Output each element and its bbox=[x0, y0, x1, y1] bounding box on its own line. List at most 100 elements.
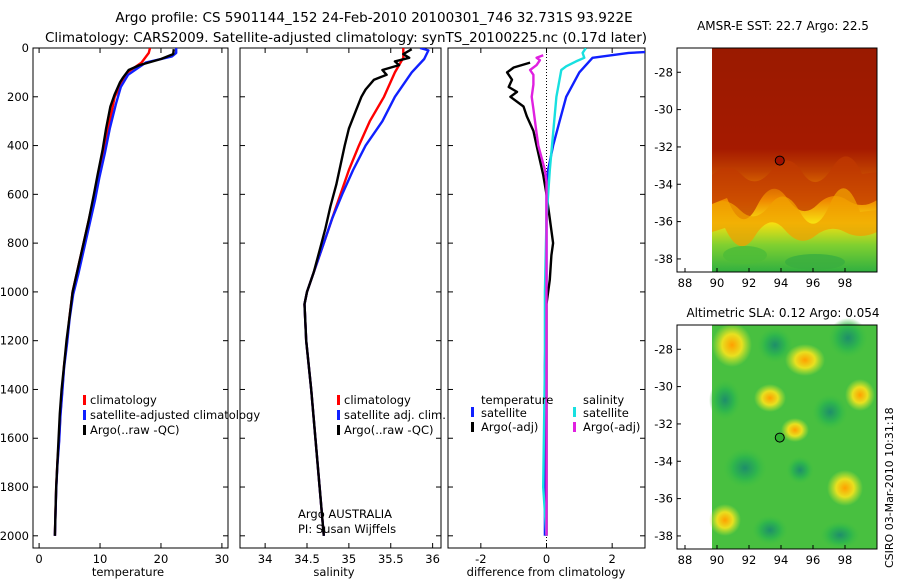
sla-anomaly-blobs bbox=[709, 318, 875, 549]
sla-high-blob bbox=[709, 504, 741, 536]
legend-header-salinity: salinity bbox=[583, 393, 624, 407]
x-tick-label: 98 bbox=[838, 276, 853, 290]
pi-label: PI: Susan Wijffels bbox=[298, 522, 396, 536]
y-tick-label: 1400 bbox=[0, 382, 29, 396]
sla-high-blob bbox=[827, 470, 863, 506]
x-tick-label: 10 bbox=[93, 552, 108, 566]
x-tick-label: 35 bbox=[342, 552, 357, 566]
series-argo bbox=[53, 49, 175, 536]
x-tick-label: 94 bbox=[774, 276, 789, 290]
x-tick-label: 35.5 bbox=[378, 552, 404, 566]
sst-map-panel: AMSR-E SST: 22.7 Argo: 22.5 88 90 92 94 96 98… bbox=[654, 19, 878, 290]
x-tick-label: 88 bbox=[678, 553, 693, 567]
y-tick-label: -34 bbox=[654, 454, 673, 468]
x-tick-label: 20 bbox=[154, 552, 169, 566]
series-satellite bbox=[303, 48, 430, 536]
salinity-ticks: 34 34.5 35 35.5 36 bbox=[240, 47, 441, 566]
sla-map-ticks: 88 90 92 94 96 98 -28 -30 -32 -34 -36 -38 bbox=[654, 342, 852, 567]
legend-swatch-temp-argo bbox=[471, 422, 474, 432]
x-tick-label: 30 bbox=[215, 552, 230, 566]
sst-front-band bbox=[712, 156, 877, 220]
legend-swatch-argo bbox=[83, 425, 86, 435]
legend-label-satellite: satellite adj. clim. bbox=[344, 408, 446, 422]
legend-label-climatology: climatology bbox=[90, 393, 157, 407]
legend-swatch-satellite bbox=[83, 410, 86, 420]
argo-position-marker bbox=[774, 432, 785, 443]
legend-swatch-satellite bbox=[337, 410, 340, 420]
y-tick-label: 1600 bbox=[0, 431, 29, 445]
argo-program-label: Argo AUSTRALIA bbox=[298, 507, 392, 521]
temperature-xlabel: temperature bbox=[92, 565, 164, 579]
figure-title-line1: Argo profile: CS 5901144_152 24-Feb-2010… bbox=[115, 10, 632, 26]
y-tick-label: -32 bbox=[654, 140, 673, 154]
salinity-panel: 34 34.5 35 35.5 36 salinity climatology sate… bbox=[239, 47, 446, 579]
sla-map-frame bbox=[676, 324, 878, 550]
series-climatology bbox=[303, 48, 405, 536]
y-tick-label: 1800 bbox=[0, 480, 29, 494]
temperature-series bbox=[53, 48, 178, 536]
sla-high-blob bbox=[785, 344, 825, 376]
sla-map-panel: Altimetric SLA: 0.12 Argo: 0.054 88 90 92 9… bbox=[654, 306, 879, 567]
sla-low-blob bbox=[786, 456, 814, 484]
series-sal_argo bbox=[528, 54, 548, 536]
y-tick-label: -28 bbox=[654, 342, 673, 356]
y-tick-label: -38 bbox=[654, 252, 673, 266]
y-tick-label: 2000 bbox=[0, 529, 29, 543]
x-tick-label: 92 bbox=[742, 276, 757, 290]
sst-cool-patch bbox=[723, 246, 767, 264]
y-tick-label: -30 bbox=[654, 103, 673, 117]
legend-label-sal-argo: Argo(-adj) bbox=[583, 420, 640, 434]
temperature-ticks: 0 10 20 30 0 200 400 600 800 1000 1200 1400 1600 1800… bbox=[0, 41, 229, 566]
y-tick-label: -36 bbox=[654, 215, 673, 229]
x-tick-label: 98 bbox=[838, 553, 853, 567]
sst-map-ticks: 88 90 92 94 96 98 -28 -30 -32 -34 -36 -38 bbox=[654, 65, 852, 290]
sla-map-title: Altimetric SLA: 0.12 Argo: 0.054 bbox=[686, 306, 879, 320]
sla-high-blob bbox=[845, 379, 875, 411]
x-tick-label: 94 bbox=[774, 553, 789, 567]
sla-high-blob bbox=[781, 418, 809, 442]
y-tick-label: 0 bbox=[22, 41, 29, 55]
figure-title-line2: Climatology: CARS2009. Satellite-adjuste… bbox=[45, 30, 647, 46]
y-tick-label: -34 bbox=[654, 177, 673, 191]
series-sal_satellite bbox=[542, 48, 587, 536]
x-tick-label: 0 bbox=[35, 552, 42, 566]
argo-position-marker bbox=[774, 155, 785, 166]
difference-panel: -2 0 2 difference from climatology tempera… bbox=[447, 47, 646, 579]
sla-low-blob bbox=[828, 318, 868, 358]
legend-swatch-sal-satellite bbox=[573, 407, 576, 417]
sst-map-title: AMSR-E SST: 22.7 Argo: 22.5 bbox=[697, 19, 869, 33]
legend-label-climatology: climatology bbox=[344, 393, 411, 407]
y-tick-label: -32 bbox=[654, 417, 673, 431]
y-tick-label: 600 bbox=[7, 187, 29, 201]
salinity-series bbox=[303, 48, 430, 536]
x-tick-label: 34 bbox=[258, 552, 273, 566]
legend-swatch-temp-satellite bbox=[471, 407, 474, 417]
x-tick-label: 36 bbox=[425, 552, 440, 566]
sla-low-blob bbox=[709, 380, 741, 420]
x-tick-label: 34.5 bbox=[294, 552, 320, 566]
legend-label-temp-satellite: satellite bbox=[481, 406, 527, 420]
difference-series bbox=[505, 48, 645, 536]
sla-low-blob bbox=[723, 448, 767, 488]
legend-swatch-sal-argo bbox=[573, 422, 576, 432]
x-tick-label: 96 bbox=[806, 553, 821, 567]
salinity-axes-frame bbox=[239, 47, 442, 549]
y-tick-label: -30 bbox=[654, 380, 673, 394]
legend-swatch-climatology bbox=[337, 395, 340, 405]
sst-cool-patch bbox=[785, 254, 845, 270]
legend-label-argo: Argo(..raw -QC) bbox=[90, 423, 180, 437]
temperature-legend: climatology satellite-adjusted climatolo… bbox=[83, 393, 260, 437]
temperature-axes-frame bbox=[32, 47, 229, 549]
legend-label-satellite: satellite-adjusted climatology bbox=[90, 408, 260, 422]
y-tick-label: 1000 bbox=[0, 285, 29, 299]
sla-high-blob bbox=[712, 323, 752, 367]
sla-low-blob bbox=[820, 521, 860, 549]
temperature-panel: 0 10 20 30 0 200 400 600 800 1000 1200 1400 1600 1800… bbox=[0, 41, 260, 579]
y-tick-label: -38 bbox=[654, 529, 673, 543]
sla-low-blob bbox=[812, 394, 848, 430]
sla-low-blob bbox=[752, 515, 788, 545]
x-tick-label: 0 bbox=[543, 552, 550, 566]
sst-warm-band bbox=[712, 188, 877, 247]
legend-header-temperature: temperature bbox=[481, 393, 553, 407]
